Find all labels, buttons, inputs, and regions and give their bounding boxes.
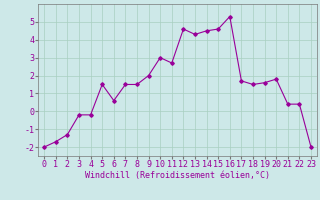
X-axis label: Windchill (Refroidissement éolien,°C): Windchill (Refroidissement éolien,°C) xyxy=(85,171,270,180)
